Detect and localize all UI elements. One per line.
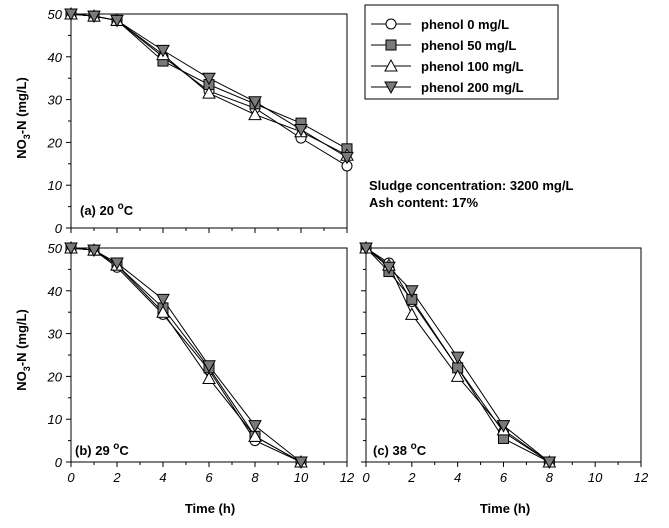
legend-label: phenol 200 mg/L	[421, 80, 524, 95]
x-tick-label: 8	[546, 470, 554, 485]
data-point-triangle-down-filled	[202, 360, 216, 373]
data-point-triangle-up-open	[202, 371, 216, 385]
x-tick-label: 0	[362, 470, 370, 485]
legend-marker-triangle-down-filled	[384, 81, 398, 95]
data-point-triangle-down-filled	[110, 257, 124, 271]
panel-2: 0 2 4 6 8 10 12 (c) 38 oC	[359, 240, 649, 485]
legend-marker-triangle-up-open	[384, 58, 398, 72]
y-tick-label: 30	[48, 327, 63, 342]
data-point-triangle-down-filled	[156, 293, 170, 307]
y-tick-label: 20	[47, 369, 63, 384]
y-tick-label: 10	[48, 178, 63, 193]
data-point-triangle-down-filled	[248, 96, 262, 109]
panel-label: (b) 29 oC	[75, 441, 129, 458]
x-tick-label: 6	[205, 470, 213, 485]
x-tick-label: 10	[294, 470, 309, 485]
data-point-triangle-up-open	[156, 305, 170, 318]
x-tick-label: 12	[634, 470, 649, 485]
y-tick-label: 30	[48, 93, 63, 108]
y-tick-label: 40	[48, 50, 63, 65]
y-tick-label: 10	[48, 412, 63, 427]
y-axis-title-top: NO3-N (mg/L)	[14, 77, 32, 159]
data-point-triangle-down-filled	[496, 420, 511, 433]
y-tick-label: 40	[48, 284, 63, 299]
series-line-2	[70, 247, 302, 463]
data-point-triangle-down-filled	[340, 151, 354, 165]
series-line-0	[70, 247, 302, 463]
y-tick-label: 50	[48, 7, 63, 22]
data-point-triangle-down-filled	[87, 244, 101, 258]
x-tick-label: 0	[67, 470, 75, 485]
x-axis-title-c: Time (h)	[480, 501, 530, 516]
x-tick-label: 12	[340, 470, 355, 485]
data-point-triangle-down-filled	[156, 44, 170, 58]
x-tick-label: 2	[112, 470, 121, 485]
x-tick-label: 10	[588, 470, 603, 485]
data-point-triangle-up-open	[202, 86, 216, 99]
data-point-triangle-up-open	[450, 369, 465, 382]
data-point-triangle-down-filled	[294, 124, 308, 137]
data-point-triangle-down-filled	[202, 72, 216, 86]
y-tick-label: 0	[55, 221, 63, 236]
data-point-triangle-down-filled	[248, 420, 262, 433]
y-tick-label: 0	[55, 455, 63, 470]
data-point-triangle-down-filled	[64, 8, 78, 22]
plot-frame	[70, 247, 348, 463]
legend-label: phenol 50 mg/L	[421, 38, 516, 53]
x-tick-label: 2	[407, 470, 416, 485]
legend-marker-circle-open	[385, 18, 397, 30]
y-axis-title-bottom: NO3-N (mg/L)	[14, 309, 32, 391]
data-point-triangle-up-open	[248, 429, 262, 442]
legend-marker-square-filled	[385, 39, 397, 51]
data-point-triangle-down-filled	[359, 242, 373, 256]
y-tick-label: 20	[47, 135, 63, 150]
x-tick-label: 6	[500, 470, 508, 485]
legend: phenol 0 mg/L phenol 50 mg/L phenol 100 mg…	[364, 4, 559, 100]
series-line-1	[70, 247, 302, 463]
data-point-triangle-down-filled	[294, 456, 308, 470]
panel-0: 0 10 20 30 40 50 (a) 20 oC	[47, 6, 354, 236]
data-point-triangle-down-filled	[404, 285, 419, 298]
data-point-triangle-down-filled	[110, 14, 124, 28]
x-tick-label: 8	[251, 470, 259, 485]
x-tick-label: 4	[454, 470, 461, 485]
x-tick-label: 4	[159, 470, 166, 485]
data-point-triangle-down-filled	[450, 351, 465, 365]
ash-content-note: Ash content: 17%	[369, 195, 479, 210]
data-point-triangle-down-filled	[87, 10, 101, 24]
legend-label: phenol 100 mg/L	[421, 59, 524, 74]
data-point-triangle-down-filled	[64, 242, 78, 256]
data-point-triangle-up-open	[404, 307, 419, 320]
panel-label: (a) 20 oC	[80, 201, 134, 218]
panel-label: (c) 38 oC	[373, 441, 427, 458]
legend-box	[364, 4, 559, 100]
data-point-triangle-down-filled	[542, 456, 557, 470]
x-axis-title-b: Time (h)	[185, 501, 235, 516]
panel-1: 0 2 4 6 8 10 12 0 10 20 30 40 50 (b) 29 oC	[47, 240, 355, 485]
data-point-triangle-down-filled	[382, 261, 396, 275]
sludge-concentration-note: Sludge concentration: 3200 mg/L	[369, 178, 573, 193]
y-tick-label: 50	[48, 241, 63, 256]
data-point-triangle-up-open	[248, 107, 262, 121]
legend-label: phenol 0 mg/L	[421, 17, 509, 32]
series-line-3	[70, 247, 302, 463]
